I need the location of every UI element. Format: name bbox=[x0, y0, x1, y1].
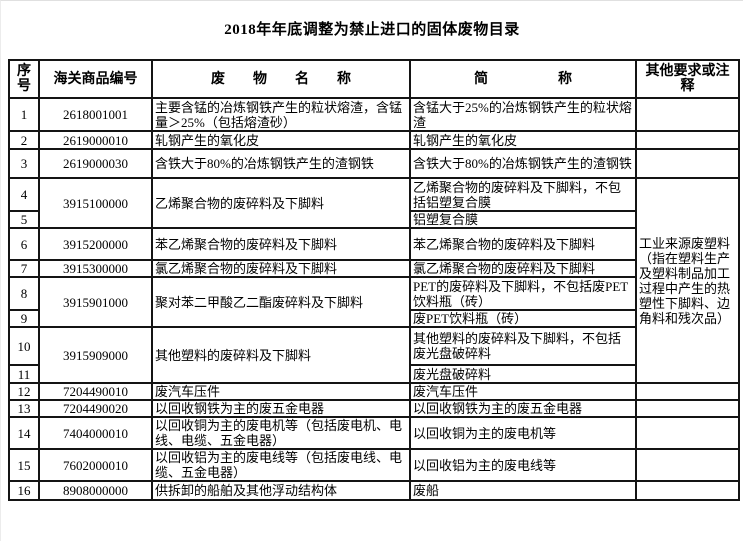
seq-cell: 12 bbox=[8, 382, 40, 401]
code-cell-merged: 3915901000 bbox=[38, 276, 153, 328]
table-row: 4 3915100000 乙烯聚合物的废碎料及下脚料 乙烯聚合物的废碎料及下脚料… bbox=[8, 177, 740, 384]
note-cell-empty bbox=[635, 416, 740, 450]
code-cell: 2618001001 bbox=[38, 97, 153, 132]
table-row: 12 7204490010 废汽车压件 废汽车压件 bbox=[8, 382, 740, 401]
seq-cell: 7 bbox=[8, 259, 40, 278]
document-title: 2018年年底调整为禁止进口的固体废物目录 bbox=[224, 22, 520, 38]
table-row: 5 铝塑复合膜 bbox=[8, 210, 739, 229]
note-cell-empty bbox=[635, 97, 740, 132]
table-row: 1 2618001001 主要含锰的冶炼钢铁产生的粒状熔渣，含锰量＞25%（包括… bbox=[8, 97, 740, 132]
table-row: 7 3915300000 氯乙烯聚合物的废碎料及下脚料 氯乙烯聚合物的废碎料及下… bbox=[8, 259, 739, 278]
short-cell: 废PET饮料瓶（砖） bbox=[409, 309, 637, 328]
col-header-name: 废 物 名 称 bbox=[151, 59, 411, 99]
short-cell: 苯乙烯聚合物的废碎料及下脚料 bbox=[409, 227, 637, 261]
col-header-short: 简 称 bbox=[409, 59, 637, 99]
seq-cell: 10 bbox=[8, 326, 40, 366]
name-cell: 供拆卸的船舶及其他浮动结构体 bbox=[151, 480, 411, 501]
col-header-code: 海关商品编号 bbox=[38, 59, 153, 99]
note-cell-empty bbox=[635, 148, 740, 179]
code-cell: 2619000010 bbox=[38, 130, 153, 150]
name-cell: 以回收铝为主的废电线等（包括废电线、电缆、五金电器） bbox=[151, 448, 411, 482]
seq-cell: 6 bbox=[8, 227, 40, 261]
short-cell: 以回收铜为主的废电机等 bbox=[409, 416, 637, 450]
short-cell: 乙烯聚合物的废碎料及下脚料，不包括铝塑复合膜 bbox=[409, 177, 637, 212]
seq-cell: 13 bbox=[8, 399, 40, 418]
table-row: 11 废光盘破碎料 bbox=[8, 364, 739, 384]
short-cell: 铝塑复合膜 bbox=[409, 210, 637, 229]
code-cell-merged: 3915909000 bbox=[38, 326, 153, 384]
name-cell-merged: 乙烯聚合物的废碎料及下脚料 bbox=[151, 177, 411, 229]
seq-cell: 16 bbox=[8, 480, 40, 501]
seq-cell: 1 bbox=[8, 97, 40, 132]
waste-catalog-table: 序号 海关商品编号 废 物 名 称 简 称 其他要求或注释 1 26180010… bbox=[8, 59, 740, 501]
note-cell-empty bbox=[635, 130, 740, 150]
name-cell: 轧钢产生的氧化皮 bbox=[151, 130, 411, 150]
code-cell: 8908000000 bbox=[38, 480, 153, 501]
short-cell: PET的废碎料及下脚料，不包括废PET饮料瓶（砖） bbox=[409, 276, 637, 311]
name-cell: 以回收铜为主的废电机等（包括废电机、电线、电缆、五金电器） bbox=[151, 416, 411, 450]
note-cell-empty bbox=[635, 382, 740, 401]
short-cell: 以回收钢铁为主的废五金电器 bbox=[409, 399, 637, 418]
seq-cell: 9 bbox=[8, 309, 40, 328]
table-row: 6 3915200000 苯乙烯聚合物的废碎料及下脚料 苯乙烯聚合物的废碎料及下… bbox=[8, 227, 739, 261]
short-cell: 以回收铝为主的废电线等 bbox=[409, 448, 637, 482]
short-cell: 废汽车压件 bbox=[409, 382, 637, 401]
short-cell: 轧钢产生的氧化皮 bbox=[409, 130, 637, 150]
short-cell: 含铁大于80%的冶炼钢铁产生的渣钢铁 bbox=[409, 148, 637, 179]
seq-cell: 15 bbox=[8, 448, 40, 482]
code-cell: 3915200000 bbox=[38, 227, 153, 261]
seq-cell: 3 bbox=[8, 148, 40, 179]
short-cell: 废光盘破碎料 bbox=[409, 364, 637, 384]
seq-cell: 11 bbox=[8, 364, 40, 384]
seq-cell: 2 bbox=[8, 130, 40, 150]
name-cell: 废汽车压件 bbox=[151, 382, 411, 401]
table-header-row: 序号 海关商品编号 废 物 名 称 简 称 其他要求或注释 bbox=[8, 59, 740, 99]
code-cell: 7602000010 bbox=[38, 448, 153, 482]
note-cell-merged: 工业来源废塑料（指在塑料生产及塑料制品加工过程中产生的热塑性下脚料、边角料和残次… bbox=[635, 177, 740, 384]
name-cell: 苯乙烯聚合物的废碎料及下脚料 bbox=[151, 227, 411, 261]
name-cell-merged: 其他塑料的废碎料及下脚料 bbox=[151, 326, 411, 384]
note-cell-empty bbox=[635, 448, 740, 482]
table-row: 8 3915901000 聚对苯二甲酸乙二酯废碎料及下脚料 PET的废碎料及下脚… bbox=[8, 276, 739, 328]
table-row: 16 8908000000 供拆卸的船舶及其他浮动结构体 废船 bbox=[8, 480, 740, 501]
short-cell: 废船 bbox=[409, 480, 637, 501]
table-row: 15 7602000010 以回收铝为主的废电线等（包括废电线、电缆、五金电器）… bbox=[8, 448, 740, 482]
name-cell: 氯乙烯聚合物的废碎料及下脚料 bbox=[151, 259, 411, 278]
seq-cell: 14 bbox=[8, 416, 40, 450]
code-cell-merged: 3915100000 bbox=[38, 177, 153, 229]
name-cell-merged: 聚对苯二甲酸乙二酯废碎料及下脚料 bbox=[151, 276, 411, 328]
table-row: 2 2619000010 轧钢产生的氧化皮 轧钢产生的氧化皮 bbox=[8, 130, 740, 150]
note-cell-empty bbox=[635, 399, 740, 418]
table-row: 9 废PET饮料瓶（砖） bbox=[8, 309, 739, 328]
table-row: 3 2619000030 含铁大于80%的冶炼钢铁产生的渣钢铁 含铁大于80%的… bbox=[8, 148, 740, 179]
table-row: 13 7204490020 以回收钢铁为主的废五金电器 以回收钢铁为主的废五金电… bbox=[8, 399, 740, 418]
short-cell: 氯乙烯聚合物的废碎料及下脚料 bbox=[409, 259, 637, 278]
name-cell: 含铁大于80%的冶炼钢铁产生的渣钢铁 bbox=[151, 148, 411, 179]
seq-cell: 4 bbox=[8, 177, 40, 212]
short-cell: 其他塑料的废碎料及下脚料，不包括废光盘破碎料 bbox=[409, 326, 637, 366]
code-cell: 7204490020 bbox=[38, 399, 153, 418]
code-cell: 7204490010 bbox=[38, 382, 153, 401]
seq-cell: 5 bbox=[8, 210, 40, 229]
code-cell: 7404000010 bbox=[38, 416, 153, 450]
code-cell: 3915300000 bbox=[38, 259, 153, 278]
name-cell: 以回收钢铁为主的废五金电器 bbox=[151, 399, 411, 418]
short-cell: 含锰大于25%的冶炼钢铁产生的粒状熔渣 bbox=[409, 97, 637, 132]
name-cell: 主要含锰的冶炼钢铁产生的粒状熔渣，含锰量＞25%（包括熔渣砂） bbox=[151, 97, 411, 132]
col-header-note: 其他要求或注释 bbox=[635, 59, 740, 99]
seq-cell: 8 bbox=[8, 276, 40, 311]
col-header-seq: 序号 bbox=[8, 59, 40, 99]
table-row: 10 3915909000 其他塑料的废碎料及下脚料 其他塑料的废碎料及下脚料，… bbox=[8, 326, 739, 384]
table-row: 14 7404000010 以回收铜为主的废电机等（包括废电机、电线、电缆、五金… bbox=[8, 416, 740, 450]
code-cell: 2619000030 bbox=[38, 148, 153, 179]
note-cell-empty bbox=[635, 480, 740, 501]
